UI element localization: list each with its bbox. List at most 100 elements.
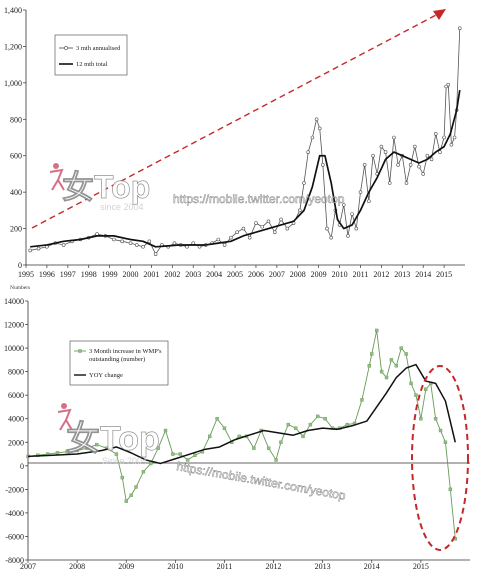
series-wmp-point: [141, 470, 146, 474]
series-3mth-point: [371, 153, 375, 158]
bottom-y-tick-label: 2000: [8, 438, 24, 447]
top-legend-box: [54, 34, 128, 76]
series-3mth-point: [272, 230, 277, 235]
series-wmp-point: [409, 381, 413, 386]
series-3mth-point: [128, 241, 133, 245]
top-y-tick-label: 400: [10, 188, 22, 197]
top-legend-circle-3mth: [64, 46, 68, 50]
series-wmp-point: [120, 475, 124, 480]
series-3mth-point: [429, 157, 434, 162]
watermark-top: 女Top since 2004 https://mobile.twitter.c…: [49, 163, 345, 212]
series-wmp-point: [266, 446, 271, 450]
series-3mth-point: [346, 234, 350, 238]
bottom-legend-label-yoy: YOY change: [89, 372, 123, 379]
series-3mth-point: [317, 126, 322, 131]
series-3mth-point: [235, 230, 239, 235]
top-y-tick-label: 1,400: [4, 6, 22, 15]
series-3mth-point: [433, 132, 438, 136]
bottom-x-tick-label: 2010: [167, 562, 183, 569]
series-3mth-point: [36, 246, 41, 251]
top-x-tick-label: 1999: [102, 270, 118, 279]
bottom-y-tick-label: 0: [20, 462, 24, 471]
series-3mth-point: [446, 82, 451, 87]
top-y-tick-label: 600: [10, 152, 22, 161]
series-wmp-point: [124, 499, 128, 503]
series-3mth-point: [153, 252, 158, 256]
series-3mth-point: [134, 243, 139, 247]
top-x-tick-label: 2012: [373, 270, 389, 279]
series-wmp-point: [163, 428, 168, 433]
trend-arrow-line: [31, 13, 439, 229]
bottom-y-tick-label: -8000: [5, 556, 24, 565]
series-3mth-point: [457, 26, 462, 31]
top-x-tick-label: 2010: [332, 270, 348, 279]
highlight-ellipse: [411, 365, 469, 551]
top-x-tick-label: 2006: [248, 270, 264, 279]
series-3mth-point: [260, 224, 265, 229]
series-wmp-point: [379, 369, 384, 374]
top-x-tick-label: 2009: [311, 270, 327, 279]
series-wmp-point: [129, 493, 133, 497]
series-3mth-point: [254, 221, 258, 225]
series-3mth-point: [408, 163, 413, 167]
series-3mth-point: [120, 239, 124, 244]
series-wmp-point: [384, 375, 389, 380]
watermark2-since: Since 2004: [102, 456, 147, 466]
top-legend-label-12mth: 12 mth total: [76, 61, 108, 68]
bottom-y-tick-label: 4000: [8, 415, 24, 424]
top-x-tick-label: 2008: [290, 270, 306, 279]
series-wmp-point: [414, 393, 418, 397]
series-3mth-point: [362, 163, 367, 167]
series-wmp-point: [286, 422, 290, 427]
series-wmp-point: [345, 422, 349, 427]
bottom-x-tick-label: 2012: [266, 562, 282, 569]
series-3mth-point: [141, 244, 145, 249]
series-wmp-point: [156, 446, 160, 450]
series-wmp-point: [404, 352, 408, 356]
top-x-tick-label: 2004: [206, 270, 222, 279]
series-3mth-point: [387, 181, 392, 185]
series-wmp-point: [448, 487, 453, 492]
series-3mth-point: [310, 135, 315, 140]
series-3mth-point: [325, 226, 329, 231]
series-3mth-point: [279, 217, 283, 222]
top-x-tick-label: 2007: [269, 270, 285, 279]
top-y-tick-label: 200: [10, 225, 22, 234]
top-x-tick-label: 1998: [81, 270, 97, 279]
series-wmp-point: [178, 452, 182, 456]
top-x-tick-label: 2014: [415, 270, 431, 279]
series-3mth-point: [404, 181, 409, 185]
series-3mth-point: [314, 117, 319, 122]
series-wmp-point: [323, 417, 327, 421]
series-3mth-point: [298, 208, 302, 213]
series-3mth-point: [306, 150, 311, 154]
bottom-y-tick-label: -4000: [5, 509, 24, 518]
bottom-y-tick-label: -2000: [5, 485, 24, 494]
watermark2-logo-figure: [57, 403, 73, 431]
bottom-legend-label-wmp: 3 Month increase in WMP's outstanding (n…: [89, 348, 163, 363]
top-x-tick-label: 1996: [39, 270, 55, 279]
series-wmp-point: [360, 398, 364, 402]
series-wmp-point: [399, 346, 403, 350]
series-3mth-point: [413, 144, 417, 149]
watermark-logo-figure: [49, 163, 65, 191]
series-12mth-line: [30, 90, 461, 248]
series-3mth-point: [229, 235, 233, 240]
chart-top: 0 200 400 600 800 1,000 1,200 1,400 1995 1996 199…: [4, 6, 465, 291]
top-y-tick-label: 1,200: [4, 42, 22, 51]
series-3mth-point: [341, 203, 346, 207]
top-x-tick-label: 2005: [227, 270, 243, 279]
series-wmp-point: [367, 364, 372, 368]
series-wmp-point: [424, 387, 428, 391]
series-wmp-point: [293, 426, 298, 430]
watermark2-url: https://mobile.twitter.com/yeotop: [175, 459, 347, 503]
series-3mth-point: [442, 135, 446, 140]
series-wmp-point: [149, 461, 153, 466]
series-wmp-point: [95, 442, 99, 447]
series-wmp-point: [389, 358, 394, 362]
series-3mth-point: [247, 235, 252, 240]
series-3mth-point: [425, 153, 430, 158]
bottom-x-tick-label: 2011: [217, 562, 233, 569]
bottom-legend-box: [69, 340, 169, 386]
